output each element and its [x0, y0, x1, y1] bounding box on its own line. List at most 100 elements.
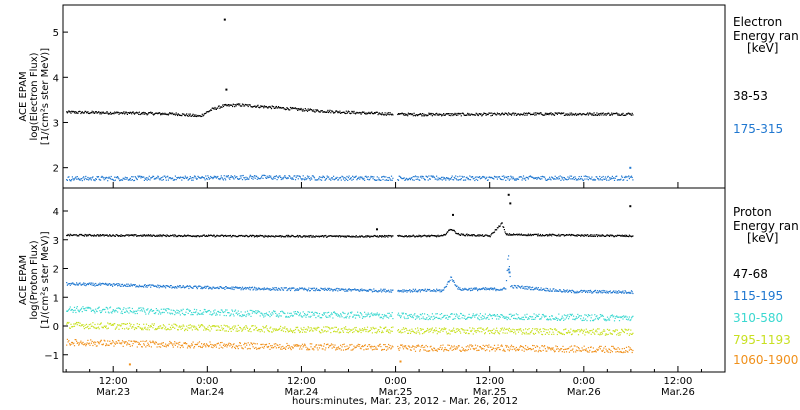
data-point	[171, 235, 173, 237]
data-point	[182, 113, 184, 115]
data-point	[385, 314, 387, 316]
data-point	[314, 290, 316, 292]
legend-entry: 115-195	[733, 289, 783, 303]
data-point	[107, 235, 109, 237]
data-point	[71, 283, 73, 285]
data-point	[537, 177, 539, 179]
data-point	[252, 289, 254, 291]
data-point	[153, 234, 155, 236]
data-point	[356, 236, 358, 238]
data-point	[320, 235, 322, 237]
data-point	[124, 112, 126, 114]
data-point	[591, 292, 593, 294]
data-point	[457, 176, 459, 178]
data-point	[621, 316, 623, 318]
data-point	[191, 329, 193, 331]
data-point	[467, 329, 469, 331]
data-point	[454, 231, 456, 233]
data-point	[261, 288, 263, 290]
data-point	[306, 289, 308, 291]
data-point	[258, 311, 261, 313]
data-point	[606, 234, 609, 236]
data-point	[193, 235, 195, 237]
data-point	[209, 330, 211, 332]
data-point	[301, 287, 304, 289]
data-point	[253, 105, 255, 108]
data-point	[134, 313, 136, 315]
data-point	[325, 111, 327, 113]
data-point	[339, 177, 341, 179]
data-point	[461, 328, 463, 330]
data-point	[531, 176, 533, 178]
data-point	[204, 112, 206, 115]
data-point	[376, 331, 378, 333]
data-point	[266, 287, 268, 289]
data-point	[354, 113, 357, 115]
data-point	[378, 236, 380, 238]
data-point	[531, 330, 533, 332]
data-point	[496, 227, 498, 229]
data-point	[389, 332, 391, 334]
data-point	[383, 176, 385, 178]
data-point	[529, 234, 531, 236]
data-point	[383, 327, 385, 329]
data-point	[265, 235, 267, 238]
data-point	[164, 285, 166, 287]
data-point	[82, 177, 84, 179]
data-point	[252, 106, 254, 108]
data-point	[480, 113, 482, 115]
data-point	[609, 332, 611, 334]
data-point	[78, 177, 80, 179]
data-point	[534, 328, 536, 330]
data-point	[266, 106, 268, 109]
data-point	[599, 235, 601, 237]
data-point	[217, 329, 219, 331]
data-point	[469, 175, 471, 177]
data-point	[468, 287, 470, 290]
data-point	[233, 315, 235, 317]
data-point	[335, 110, 337, 112]
data-point	[94, 180, 96, 182]
data-point	[131, 111, 133, 113]
data-point	[282, 235, 284, 237]
data-point	[161, 328, 163, 330]
data-point	[299, 108, 301, 110]
data-point	[282, 312, 285, 314]
data-point	[565, 314, 567, 317]
data-point	[226, 309, 228, 311]
data-point	[431, 313, 433, 315]
data-point	[77, 342, 79, 344]
data-point	[169, 329, 171, 331]
data-point	[210, 286, 212, 289]
data-point	[507, 268, 510, 271]
data-point	[227, 104, 229, 106]
data-point	[405, 113, 407, 115]
data-point	[336, 110, 338, 112]
data-point	[573, 114, 575, 116]
data-point	[227, 287, 229, 289]
data-point	[528, 234, 530, 237]
data-point	[443, 178, 445, 180]
data-point	[457, 232, 460, 235]
data-point	[202, 234, 204, 236]
data-point	[470, 176, 472, 178]
data-point	[85, 112, 88, 114]
data-point	[256, 287, 258, 289]
data-point	[378, 235, 381, 237]
data-point	[66, 282, 68, 284]
series-175-315	[66, 166, 634, 182]
data-point	[240, 234, 242, 237]
data-point	[503, 327, 505, 329]
data-point	[463, 176, 465, 178]
data-point	[84, 110, 86, 112]
data-point	[497, 227, 499, 229]
data-point	[186, 235, 188, 237]
data-point	[162, 344, 164, 347]
data-point	[270, 314, 273, 316]
data-point	[461, 289, 463, 291]
data-point	[122, 345, 124, 347]
data-point	[79, 341, 81, 344]
data-point	[349, 315, 351, 317]
data-point	[361, 314, 363, 316]
data-point	[479, 313, 481, 315]
